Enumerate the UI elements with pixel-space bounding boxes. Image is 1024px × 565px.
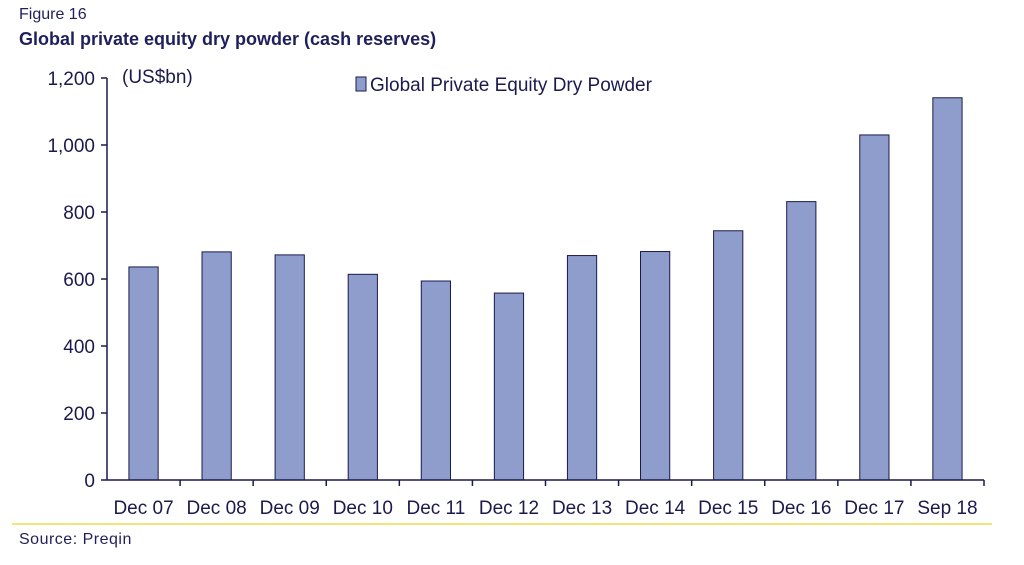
figure-label: Figure 16	[19, 6, 87, 23]
bar	[420, 280, 451, 481]
x-tick-label: Dec 12	[479, 498, 539, 519]
source-note: Source: Preqin	[19, 531, 132, 548]
source-divider	[12, 523, 992, 525]
bar	[274, 254, 305, 481]
bar	[201, 251, 232, 481]
x-tick-label: Sep 18	[917, 498, 977, 519]
bar	[128, 266, 159, 481]
bar	[493, 292, 525, 481]
x-tick-label: Dec 14	[625, 498, 686, 519]
legend-swatch	[355, 76, 367, 92]
y-unit-label: (US$bn)	[122, 67, 193, 88]
y-tick-label: 200	[63, 404, 95, 425]
bar	[566, 255, 598, 481]
bar	[859, 134, 890, 481]
legend-label: Global Private Equity Dry Powder	[370, 75, 653, 96]
x-axis-ticks: Dec 07 Dec 08 Dec 09 Dec 10 Dec 11 Dec 12 Dec …	[113, 480, 985, 519]
x-tick-label: Dec 11	[406, 498, 465, 519]
x-tick-label: Dec 08	[187, 498, 247, 519]
bars-group	[128, 97, 963, 481]
x-tick-label: Dec 10	[333, 498, 393, 519]
bar	[640, 251, 671, 481]
bar	[713, 230, 744, 481]
legend: Global Private Equity Dry Powder	[355, 75, 653, 96]
x-tick-label: Dec 16	[771, 498, 831, 519]
y-tick-label: 1,000	[47, 136, 95, 157]
y-tick-label: 1,200	[47, 69, 95, 90]
x-tick-label: Dec 09	[260, 498, 320, 519]
x-tick-label: Dec 15	[698, 498, 758, 519]
bar	[347, 273, 378, 481]
bar	[786, 201, 817, 481]
y-tick-label: 0	[84, 471, 95, 492]
y-tick-label: 600	[63, 270, 95, 291]
bar	[932, 97, 963, 481]
x-tick-label: Dec 13	[552, 498, 612, 519]
x-tick-label: Dec 17	[844, 498, 904, 519]
figure-title: Global private equity dry powder (cash r…	[19, 29, 437, 49]
x-tick-label: Dec 07	[113, 498, 173, 519]
y-tick-label: 800	[63, 203, 95, 224]
y-tick-label: 400	[63, 337, 95, 358]
y-axis-ticks: 0 200 400 600 800 1,000 1,200	[47, 69, 107, 492]
